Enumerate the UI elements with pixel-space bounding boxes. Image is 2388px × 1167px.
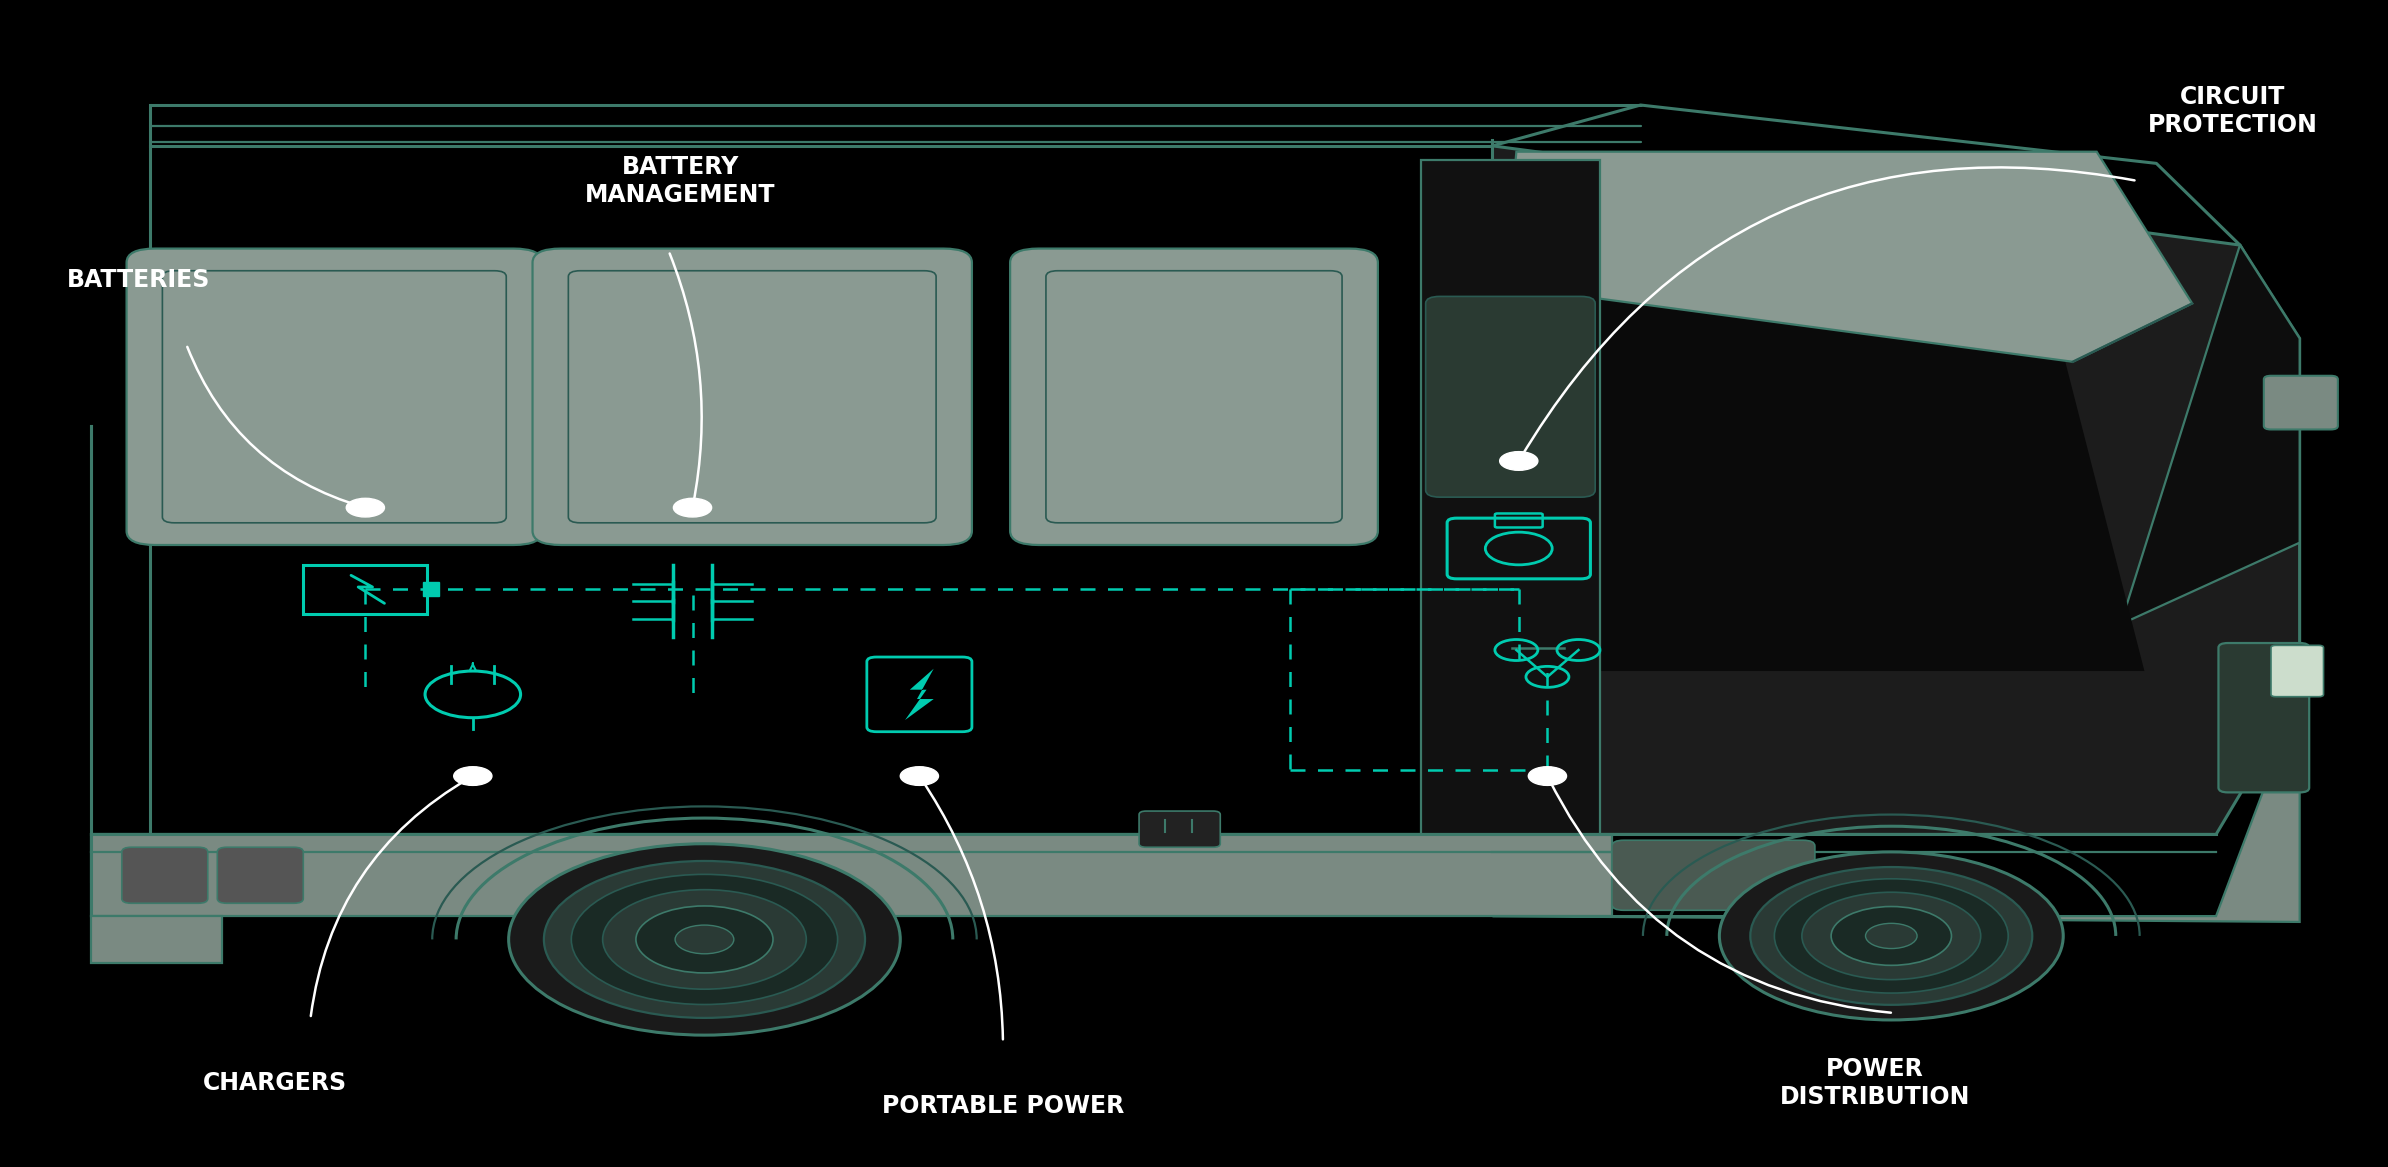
Circle shape (900, 767, 938, 785)
Circle shape (1528, 767, 1567, 785)
Circle shape (602, 889, 807, 990)
Polygon shape (1492, 146, 2300, 834)
Text: CIRCUIT
PROTECTION: CIRCUIT PROTECTION (2147, 85, 2319, 137)
Polygon shape (2121, 245, 2300, 624)
Text: PORTABLE POWER: PORTABLE POWER (881, 1095, 1125, 1118)
FancyBboxPatch shape (127, 249, 542, 545)
FancyBboxPatch shape (1426, 296, 1595, 497)
Polygon shape (1504, 152, 2192, 362)
Circle shape (509, 844, 900, 1035)
FancyBboxPatch shape (122, 847, 208, 903)
Polygon shape (905, 669, 934, 720)
Circle shape (1803, 893, 1980, 979)
Circle shape (1750, 867, 2032, 1005)
Polygon shape (1492, 694, 2300, 922)
FancyBboxPatch shape (1612, 840, 1815, 910)
Circle shape (1500, 452, 1538, 470)
Polygon shape (91, 916, 222, 963)
Circle shape (1774, 879, 2008, 993)
FancyBboxPatch shape (423, 582, 439, 596)
FancyBboxPatch shape (217, 847, 303, 903)
Circle shape (673, 498, 712, 517)
Text: CHARGERS: CHARGERS (203, 1071, 346, 1095)
Circle shape (635, 906, 774, 973)
FancyBboxPatch shape (2271, 645, 2324, 697)
FancyBboxPatch shape (533, 249, 972, 545)
Text: POWER
DISTRIBUTION: POWER DISTRIBUTION (1779, 1057, 1970, 1109)
Circle shape (1832, 907, 1951, 965)
Circle shape (1719, 852, 2063, 1020)
FancyBboxPatch shape (2218, 643, 2309, 792)
Text: BATTERIES: BATTERIES (67, 268, 210, 292)
Polygon shape (150, 146, 1492, 834)
Circle shape (544, 861, 864, 1018)
Circle shape (676, 925, 733, 953)
Polygon shape (91, 834, 1612, 916)
Polygon shape (1421, 160, 1600, 834)
Text: BATTERY
MANAGEMENT: BATTERY MANAGEMENT (585, 155, 776, 207)
Circle shape (454, 767, 492, 785)
Polygon shape (1504, 298, 2144, 671)
FancyBboxPatch shape (2264, 376, 2338, 429)
Circle shape (571, 874, 838, 1005)
FancyBboxPatch shape (1139, 811, 1220, 847)
Circle shape (1865, 923, 1918, 949)
Circle shape (346, 498, 384, 517)
FancyBboxPatch shape (1010, 249, 1378, 545)
